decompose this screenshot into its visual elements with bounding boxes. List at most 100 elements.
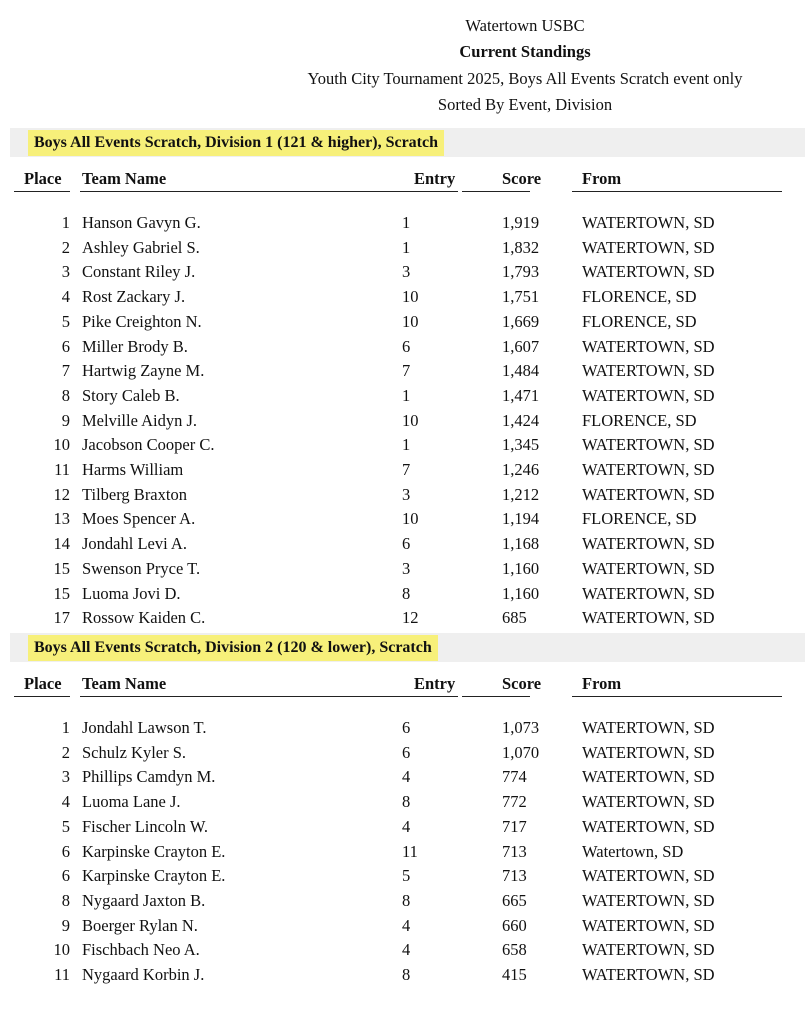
column-header-score: Score [502, 674, 542, 693]
cell-entry: 10 [402, 509, 419, 529]
cell-name: Nygaard Korbin J. [82, 965, 205, 984]
cell-name: Melville Aidyn J. [82, 410, 198, 430]
column-underline [390, 191, 458, 192]
cell-name: Miller Brody B. [82, 336, 188, 356]
column-header-entry: Entry [414, 169, 456, 188]
cell-from: FLORENCE, SD [582, 287, 697, 307]
table-row: 3 Constant Riley J. 3 1,793 WATERTOWN, SD [0, 262, 805, 286]
table-row: 5 Pike Creighton N. 10 1,669 FLORENCE, SD [0, 312, 805, 336]
cell-place: 1 [61, 213, 70, 232]
table-row: 1 Hanson Gavyn G. 1 1,919 WATERTOWN, SD [0, 213, 805, 237]
cell-place: 9 [61, 410, 70, 430]
cell-score: 1,212 [502, 484, 540, 504]
table-row: 6 Miller Brody B. 6 1,607 WATERTOWN, SD [0, 337, 805, 361]
cell-name: Karpinske Crayton E. [82, 866, 226, 886]
table-row: 2 Schulz Kyler S. 6 1,070 WATERTOWN, SD [0, 743, 805, 767]
column-underline [80, 696, 390, 697]
cell-place: 2 [61, 237, 70, 257]
cell-score: 1,751 [502, 287, 540, 307]
column-underline [462, 191, 530, 192]
cell-entry: 7 [402, 460, 411, 479]
cell-from: WATERTOWN, SD [582, 336, 715, 356]
cell-from: FLORENCE, SD [582, 509, 697, 529]
cell-score: 717 [502, 816, 527, 836]
division-header: Boys All Events Scratch, Division 2 (120… [10, 633, 805, 662]
cell-score: 1,793 [502, 262, 540, 282]
cell-score: 774 [502, 767, 527, 787]
cell-score: 685 [502, 608, 527, 628]
cell-place: 12 [53, 484, 71, 504]
cell-from: FLORENCE, SD [582, 410, 697, 430]
division-title: Boys All Events Scratch, Division 1 (121… [28, 130, 444, 156]
cell-name: Fischer Lincoln W. [82, 816, 209, 836]
column-header-place: Place [24, 169, 62, 188]
cell-place: 15 [53, 558, 71, 578]
cell-place: 8 [61, 385, 70, 405]
cell-place: 5 [61, 311, 70, 331]
cell-place: 9 [61, 915, 70, 935]
cell-entry: 3 [402, 484, 411, 504]
cell-score: 1,070 [502, 742, 540, 762]
cell-score: 1,073 [502, 718, 540, 737]
page-title: Current Standings [459, 42, 591, 61]
cell-entry: 8 [402, 890, 411, 910]
cell-entry: 3 [402, 262, 411, 282]
cell-from: WATERTOWN, SD [582, 866, 715, 886]
cell-score: 1,345 [502, 435, 540, 455]
table-row: 3 Phillips Camdyn M. 4 774 WATERTOWN, SD [0, 767, 805, 791]
cell-from: WATERTOWN, SD [582, 435, 715, 455]
cell-from: WATERTOWN, SD [582, 213, 715, 232]
table-row: 8 Nygaard Jaxton B. 8 665 WATERTOWN, SD [0, 891, 805, 915]
cell-score: 1,168 [502, 534, 540, 554]
cell-from: WATERTOWN, SD [582, 816, 715, 836]
cell-entry: 4 [402, 940, 411, 960]
cell-place: 7 [61, 361, 70, 381]
cell-score: 658 [502, 940, 527, 960]
column-header-entry: Entry [414, 674, 456, 693]
column-header-score: Score [502, 169, 542, 188]
column-underline [14, 696, 70, 697]
cell-name: Tilberg Braxton [82, 484, 187, 504]
column-underline [572, 191, 782, 192]
column-header-place: Place [24, 674, 62, 693]
cell-from: WATERTOWN, SD [582, 742, 715, 762]
cell-name: Harms William [82, 460, 184, 479]
cell-score: 1,160 [502, 558, 540, 578]
division-title: Boys All Events Scratch, Division 2 (120… [28, 635, 438, 661]
cell-name: Pike Creighton N. [82, 311, 202, 331]
table-row: 2 Ashley Gabriel S. 1 1,832 WATERTOWN, SD [0, 238, 805, 262]
cell-score: 713 [502, 841, 527, 861]
cell-name: Story Caleb B. [82, 385, 180, 405]
cell-name: Schulz Kyler S. [82, 742, 187, 762]
cell-from: WATERTOWN, SD [582, 460, 715, 479]
cell-entry: 11 [402, 841, 418, 861]
subtitle: Youth City Tournament 2025, Boys All Eve… [307, 69, 743, 88]
table-row: 17 Rossow Kaiden C. 12 685 WATERTOWN, SD [0, 608, 805, 632]
table-row: 5 Fischer Lincoln W. 4 717 WATERTOWN, SD [0, 817, 805, 841]
cell-entry: 4 [402, 767, 411, 787]
cell-from: WATERTOWN, SD [582, 484, 715, 504]
cell-name: Swenson Pryce T. [82, 558, 201, 578]
cell-score: 1,424 [502, 410, 540, 430]
cell-entry: 5 [402, 866, 411, 886]
cell-name: Jacobson Cooper C. [82, 435, 215, 455]
table-row: 11 Harms William 7 1,246 WATERTOWN, SD [0, 460, 805, 484]
cell-place: 1 [61, 718, 70, 737]
cell-place: 6 [61, 841, 70, 861]
cell-from: WATERTOWN, SD [582, 767, 715, 787]
cell-name: Luoma Lane J. [82, 792, 181, 812]
table-row: 11 Nygaard Korbin J. 8 415 WATERTOWN, SD [0, 965, 805, 989]
column-underline [14, 191, 70, 192]
cell-name: Constant Riley J. [82, 262, 196, 282]
cell-entry: 12 [402, 608, 419, 628]
cell-entry: 6 [402, 718, 411, 737]
cell-entry: 10 [402, 410, 419, 430]
cell-place: 2 [61, 742, 70, 762]
cell-score: 1,484 [502, 361, 540, 381]
cell-from: WATERTOWN, SD [582, 915, 715, 935]
cell-name: Rost Zackary J. [82, 287, 186, 307]
cell-name: Hartwig Zayne M. [82, 361, 205, 381]
cell-entry: 1 [402, 213, 411, 232]
cell-place: 3 [61, 262, 70, 282]
